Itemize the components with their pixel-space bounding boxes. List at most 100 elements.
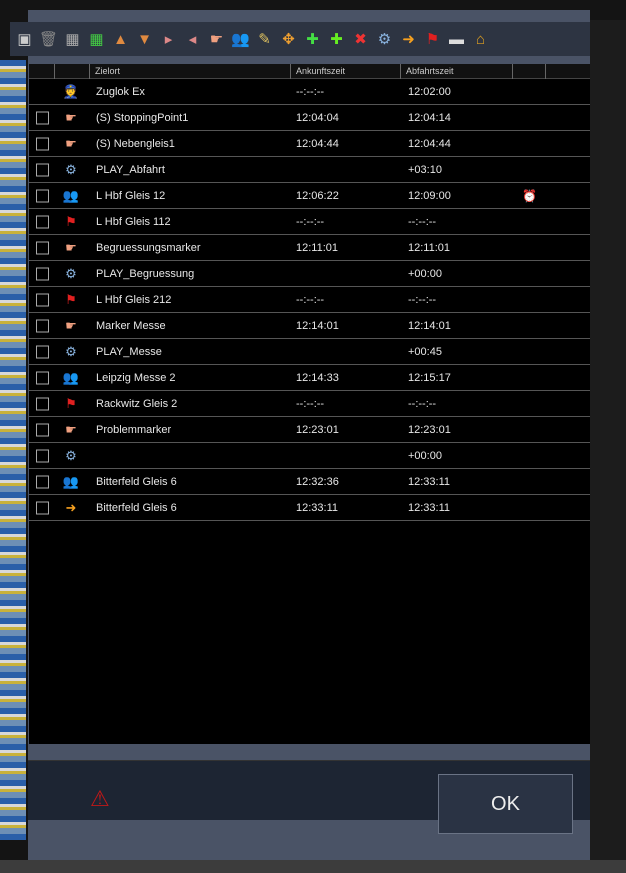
header-arrival[interactable]: Ankunftszeit — [296, 66, 346, 76]
table-row[interactable]: ⚑ L Hbf Gleis 212 --:--:-- --:--:-- — [29, 287, 590, 313]
background-map — [0, 60, 26, 840]
script-icon[interactable]: ⚙ — [377, 31, 392, 48]
destination: PLAY_Messe — [96, 345, 162, 358]
destination: Zuglok Ex — [96, 85, 145, 98]
ok-button[interactable]: OK — [438, 774, 573, 834]
edit-icon[interactable]: ✎ — [258, 31, 271, 48]
departure-time: +00:00 — [408, 449, 442, 462]
row-checkbox[interactable] — [36, 501, 49, 514]
grid-green-icon[interactable]: ▦ — [89, 31, 104, 48]
table-row[interactable]: 👥 L Hbf Gleis 12 12:06:22 12:09:00 ⏰ — [29, 183, 590, 209]
toolbar: ▣ 🗑 ▦ ▦ ▲ ▼ ▸ ◂ ☛ 👥 ✎ ✥ ✚ ✚ ✖ ⚙ ➜ ⚑ ▬ ⌂ — [10, 22, 590, 56]
flag-icon: ⚑ — [65, 291, 77, 307]
destination: Leipzig Messe 2 — [96, 371, 176, 384]
table-row[interactable]: ⚙ PLAY_Abfahrt +03:10 — [29, 157, 590, 183]
table-row[interactable]: 👮 Zuglok Ex --:--:-- 12:02:00 — [29, 79, 590, 105]
row-checkbox[interactable] — [36, 163, 49, 176]
row-checkbox[interactable] — [36, 319, 49, 332]
arrival-time: 12:06:22 — [296, 189, 339, 202]
row-checkbox[interactable] — [36, 111, 49, 124]
table-row[interactable]: ⚙ PLAY_Begruessung +00:00 — [29, 261, 590, 287]
table-row[interactable]: ☛ (S) StoppingPoint1 12:04:04 12:04:14 — [29, 105, 590, 131]
background-scene — [590, 20, 626, 860]
table-row[interactable]: ☛ Marker Messe 12:14:01 12:14:01 — [29, 313, 590, 339]
row-checkbox[interactable] — [36, 397, 49, 410]
row-checkbox[interactable] — [36, 449, 49, 462]
table-row[interactable]: ☛ Begruessungsmarker 12:11:01 12:11:01 — [29, 235, 590, 261]
departure-time: 12:33:11 — [408, 501, 451, 514]
departure-time: 12:33:11 — [408, 475, 451, 488]
destination: (S) Nebengleis1 — [96, 137, 175, 150]
row-checkbox[interactable] — [36, 241, 49, 254]
destination: L Hbf Gleis 112 — [96, 215, 171, 228]
station-icon[interactable]: ⌂ — [475, 30, 486, 48]
delete-script-icon[interactable]: ✖ — [354, 31, 367, 48]
driver-icon: 👮 — [62, 83, 80, 99]
row-checkbox[interactable] — [36, 137, 49, 150]
table-row[interactable]: ⚙ +00:00 — [29, 443, 590, 469]
departure-time: --:--:-- — [408, 397, 437, 410]
destination: PLAY_Abfahrt — [96, 163, 165, 176]
arrival-time: --:--:-- — [296, 397, 325, 410]
arrival-time: 12:32:36 — [296, 475, 339, 488]
insert-before-icon[interactable]: ▸ — [164, 31, 173, 48]
add-waypoint-icon[interactable]: ✚ — [306, 31, 319, 48]
warning-edit-icon[interactable]: ⚠ — [90, 786, 110, 811]
flag-icon: ⚑ — [65, 213, 77, 229]
exit-icon[interactable]: ➜ — [402, 31, 415, 48]
departure-time: 12:15:17 — [408, 371, 451, 384]
passengers-icon[interactable]: 👥 — [231, 31, 250, 48]
table-row[interactable]: ➜ Bitterfeld Gleis 6 12:33:11 12:33:11 — [29, 495, 590, 521]
table-row[interactable]: 👥 Bitterfeld Gleis 6 12:32:36 12:33:11 — [29, 469, 590, 495]
passengers-icon: 👥 — [62, 473, 80, 489]
expand-icon[interactable]: ✥ — [282, 31, 295, 48]
insert-after-icon[interactable]: ◂ — [188, 31, 197, 48]
trash-icon[interactable]: 🗑 — [38, 31, 59, 48]
exit-icon: ➜ — [65, 499, 77, 515]
destination: Rackwitz Gleis 2 — [96, 397, 178, 410]
alarm-clock-icon[interactable]: ⏰ — [522, 188, 537, 203]
passengers-icon: 👥 — [62, 187, 80, 203]
destination: Problemmarker — [96, 423, 172, 436]
row-checkbox[interactable] — [36, 423, 49, 436]
row-checkbox[interactable] — [36, 371, 49, 384]
row-checkbox[interactable] — [36, 267, 49, 280]
row-checkbox[interactable] — [36, 189, 49, 202]
arrival-time: 12:11:01 — [296, 241, 339, 254]
departure-time: 12:02:00 — [408, 85, 451, 98]
bottom-bar — [0, 860, 626, 873]
script-icon: ⚙ — [65, 265, 77, 281]
table-row[interactable]: ☛ Problemmarker 12:23:01 12:23:01 — [29, 417, 590, 443]
save-icon[interactable]: ▣ — [17, 31, 32, 48]
marker-hand-icon[interactable]: ☛ — [209, 31, 224, 48]
add-after-icon[interactable]: ✚ — [330, 31, 343, 48]
hand-icon: ☛ — [65, 421, 77, 437]
header-departure[interactable]: Abfahrtszeit — [406, 66, 454, 76]
table-row[interactable]: ⚑ Rackwitz Gleis 2 --:--:-- --:--:-- — [29, 391, 590, 417]
table-row[interactable]: ☛ (S) Nebengleis1 12:04:44 12:04:44 — [29, 131, 590, 157]
passengers-icon: 👥 — [62, 369, 80, 385]
move-up-icon[interactable]: ▲ — [113, 30, 128, 48]
row-checkbox[interactable] — [36, 345, 49, 358]
arrival-time: 12:14:33 — [296, 371, 339, 384]
grid-gray-icon[interactable]: ▦ — [65, 31, 80, 48]
row-checkbox[interactable] — [36, 215, 49, 228]
table-row[interactable]: 👥 Leipzig Messe 2 12:14:33 12:15:17 — [29, 365, 590, 391]
departure-time: 12:11:01 — [408, 241, 451, 254]
flag-icon[interactable]: ⚑ — [425, 31, 440, 48]
row-checkbox[interactable] — [36, 475, 49, 488]
dialog-footer: ⚠ OK — [28, 760, 590, 834]
row-checkbox[interactable] — [36, 293, 49, 306]
arrival-time: 12:04:44 — [296, 137, 339, 150]
platform-icon[interactable]: ▬ — [449, 30, 464, 48]
table-row[interactable]: ⚑ L Hbf Gleis 112 --:--:-- --:--:-- — [29, 209, 590, 235]
destination: (S) StoppingPoint1 — [96, 111, 189, 124]
destination: L Hbf Gleis 212 — [96, 293, 172, 306]
table-row[interactable]: ⚙ PLAY_Messe +00:45 — [29, 339, 590, 365]
destination: L Hbf Gleis 12 — [96, 189, 166, 202]
destination: Begruessungsmarker — [96, 241, 201, 254]
move-down-icon[interactable]: ▼ — [137, 30, 152, 48]
departure-time: 12:09:00 — [408, 189, 451, 202]
header-destination[interactable]: Zielort — [95, 66, 121, 76]
departure-time: --:--:-- — [408, 215, 437, 228]
